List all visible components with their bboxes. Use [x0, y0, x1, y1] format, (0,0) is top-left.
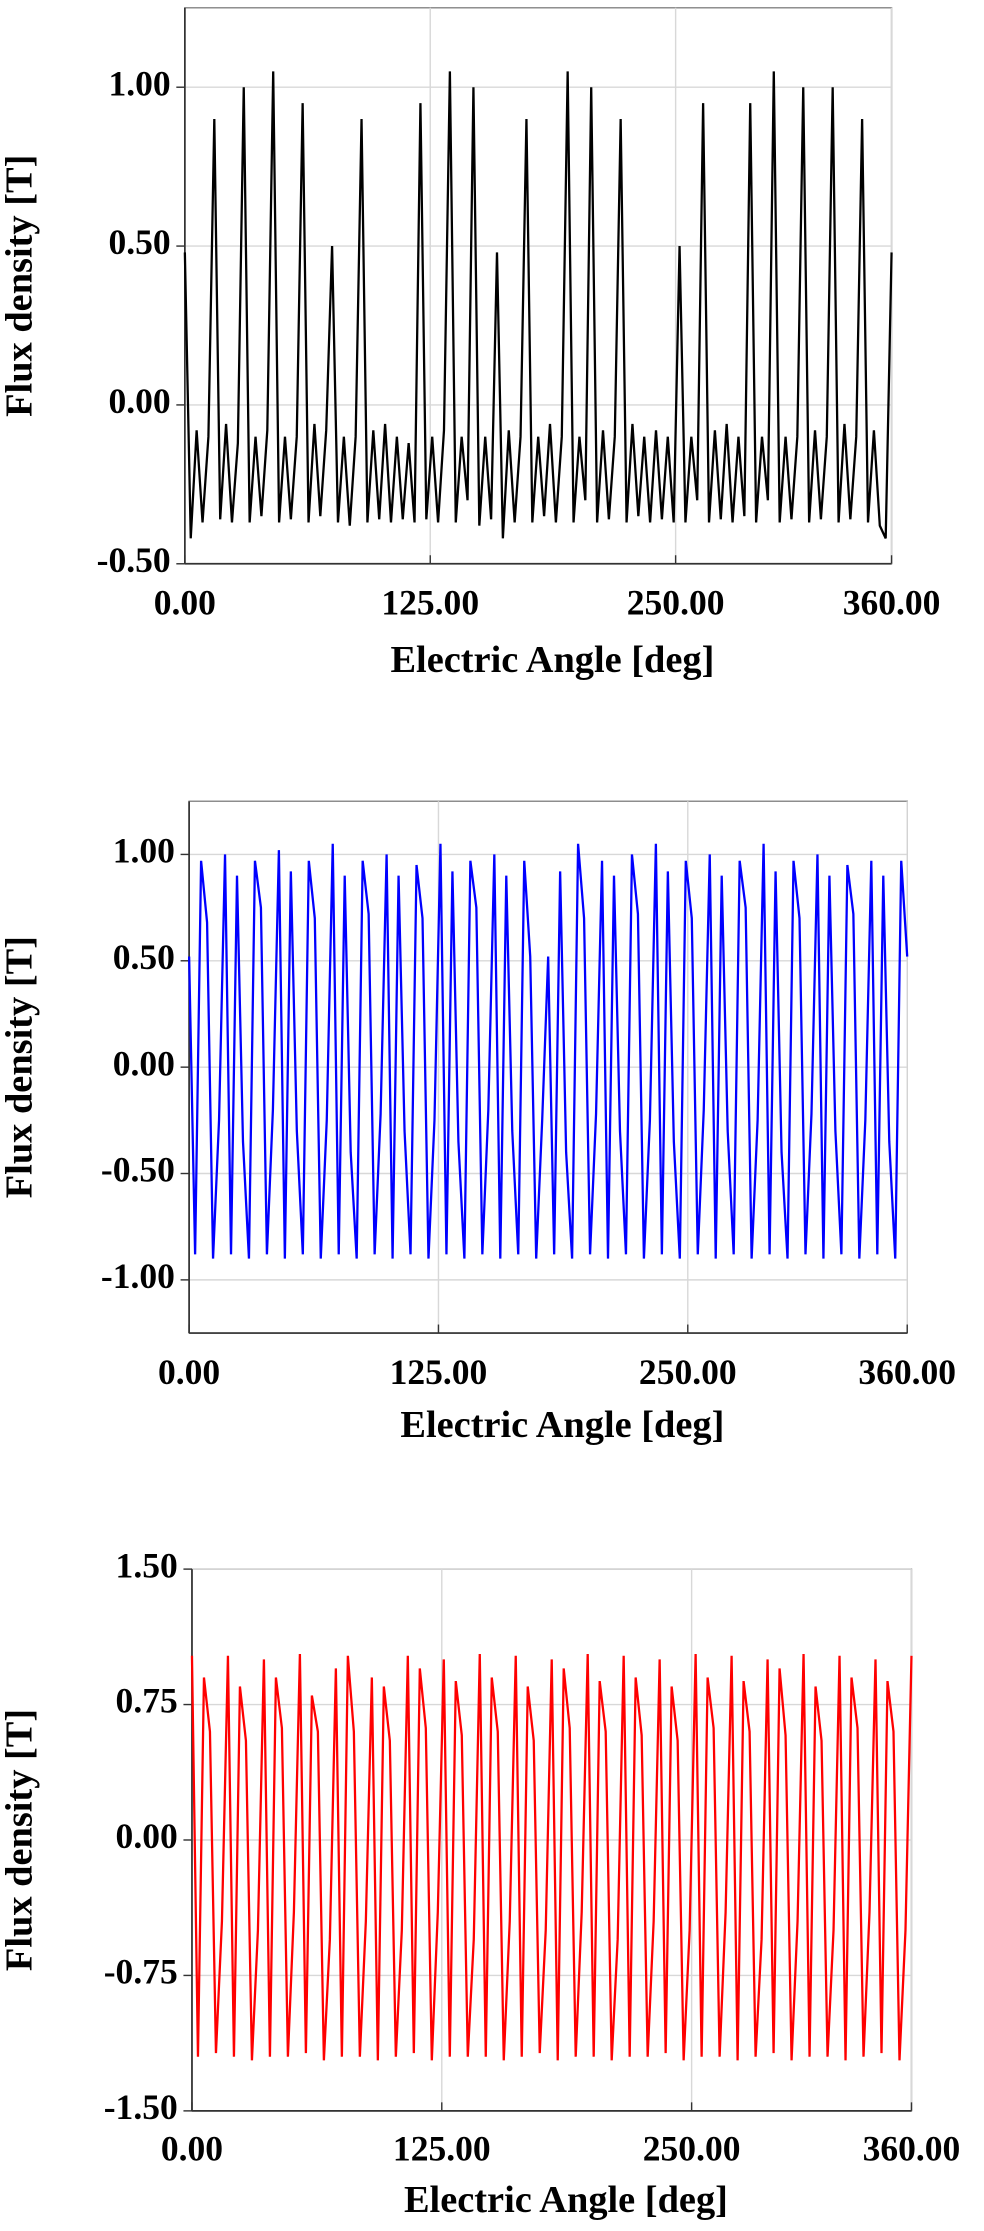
x-axis-title: Electric Angle [deg] — [390, 639, 714, 681]
y-tick-label: 0.00 — [108, 381, 170, 421]
x-tick-label: 250.00 — [643, 2128, 741, 2168]
x-tick-label: 250.00 — [627, 583, 725, 623]
x-tick-label: 360.00 — [858, 1352, 956, 1392]
plot-area — [184, 7, 893, 565]
y-axis-title: Flux density [T] — [0, 936, 41, 1198]
x-tick-label: 125.00 — [393, 2128, 491, 2168]
y-tick-label: -0.75 — [104, 1952, 178, 1992]
y-axis-title: Flux density [T] — [0, 1709, 41, 1971]
x-axis-title: Electric Angle [deg] — [404, 2179, 728, 2221]
y-tick-label: 1.00 — [108, 63, 170, 103]
x-tick-label: 125.00 — [390, 1352, 488, 1392]
x-tick-label: 0.00 — [154, 583, 216, 623]
x-tick-label: 0.00 — [161, 2128, 223, 2168]
y-axis-title: Flux density [T] — [0, 155, 41, 417]
y-tick-label: -1.50 — [104, 2087, 178, 2127]
flux-line — [187, 843, 909, 1259]
x-tick-label: 250.00 — [639, 1352, 737, 1392]
y-tick-label: -0.50 — [97, 540, 171, 580]
y-tick-label: 0.50 — [113, 937, 175, 977]
y-tick-label: -0.50 — [101, 1150, 175, 1190]
y-tick-label: 0.00 — [113, 1043, 175, 1083]
x-tick-label: 360.00 — [843, 583, 941, 623]
x-tick-label: 125.00 — [381, 583, 479, 623]
y-tick-label: 0.00 — [116, 1816, 178, 1856]
x-tick-label: 360.00 — [863, 2128, 961, 2168]
chart-panel: 0.00 125.00 250.00 360.00 -1.00 -0.50 0.00 0.50… — [0, 800, 956, 1446]
x-tick-label: 0.00 — [158, 1352, 220, 1392]
flux-line — [190, 1653, 913, 2061]
chart-panel: 0.00 125.00 250.00 360.00 -1.50 -0.75 0.00 0.75… — [0, 1545, 960, 2221]
y-tick-label: 0.75 — [116, 1681, 178, 1721]
y-tick-label: 1.50 — [116, 1545, 178, 1585]
flux-line — [183, 71, 893, 539]
y-tick-label: 1.00 — [113, 831, 175, 871]
y-tick-label: -1.00 — [101, 1256, 175, 1296]
y-tick-label: 0.50 — [108, 222, 170, 262]
x-axis-title: Electric Angle [deg] — [400, 1404, 724, 1446]
